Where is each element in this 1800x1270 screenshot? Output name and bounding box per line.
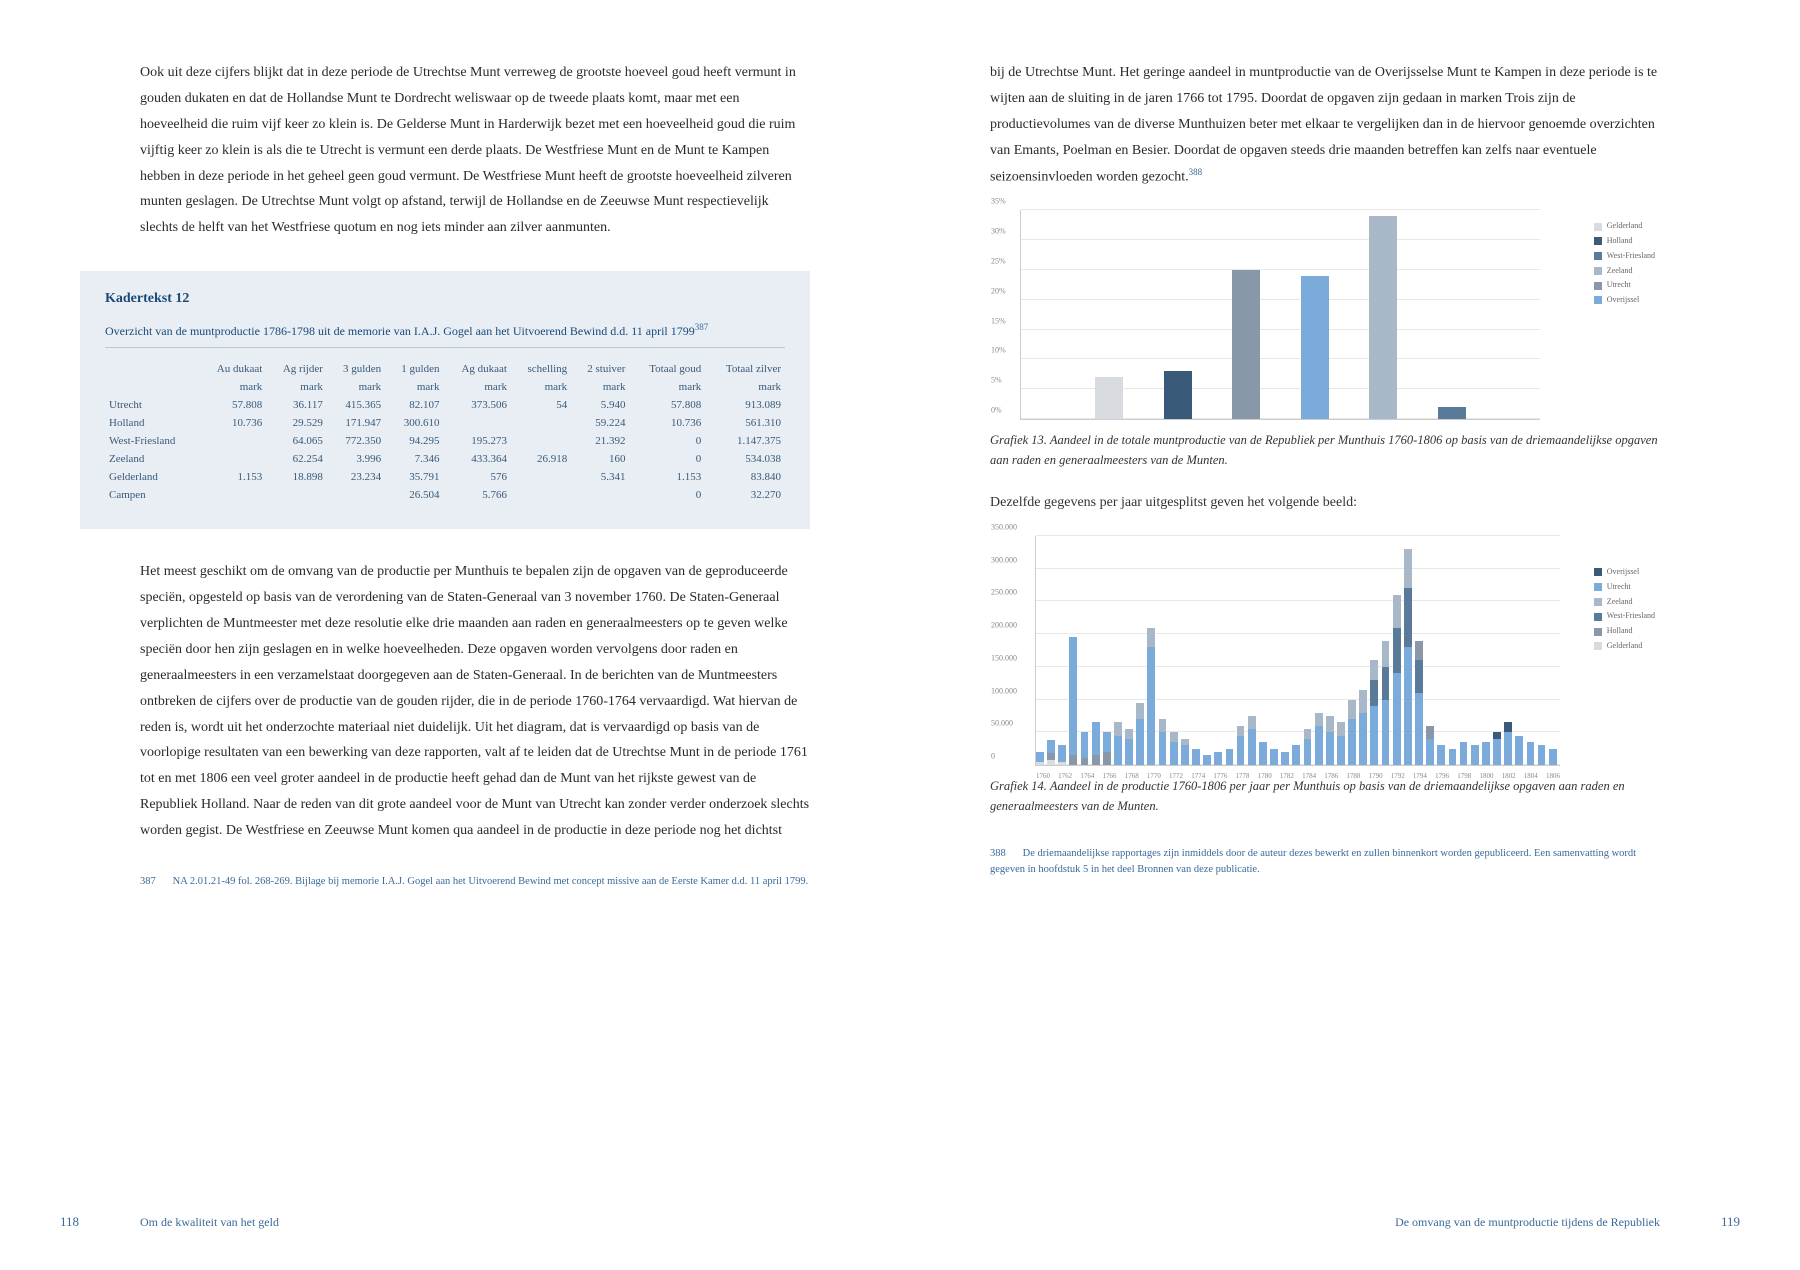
between-text: Dezelfde gegevens per jaar uitgesplitst … xyxy=(990,490,1660,516)
chart-14-xaxis: 1760176217641766176817701772177417761778… xyxy=(1036,772,1560,780)
chart-14-legend: OverijsselUtrechtZeelandWest-FrieslandHo… xyxy=(1594,566,1655,655)
page-footer: De omvang van de muntproductie tijdens d… xyxy=(1395,1215,1660,1230)
kader-title: Kadertekst 12 xyxy=(105,291,785,307)
kader-subtitle: Overzicht van de muntproductie 1786-1798… xyxy=(105,322,785,348)
chart-13-legend: GelderlandHollandWest-FrieslandZeelandUt… xyxy=(1594,220,1655,309)
paragraph-2: Het meest geschikt om de omvang van de p… xyxy=(140,559,810,844)
paragraph-right-1: bij de Utrechtse Munt. Het geringe aande… xyxy=(990,60,1660,190)
page-119: bij de Utrechtse Munt. Het geringe aande… xyxy=(900,0,1800,1270)
page-number: 118 xyxy=(60,1214,79,1230)
kadertekst-12-box: Kadertekst 12 Overzicht van de muntprodu… xyxy=(80,271,810,529)
footnote-387: 387 NA 2.01.21-49 fol. 268-269. Bijlage … xyxy=(140,874,810,890)
paragraph-1: Ook uit deze cijfers blijkt dat in deze … xyxy=(140,60,810,241)
caption-14: Grafiek 14. Aandeel in de productie 1760… xyxy=(990,776,1660,816)
page-number: 119 xyxy=(1721,1214,1740,1230)
chart-14: OverijsselUtrechtZeelandWest-FrieslandHo… xyxy=(990,536,1660,766)
footnote-388: 388 De driemaandelijkse rapportages zijn… xyxy=(990,846,1660,878)
page-footer: Om de kwaliteit van het geld xyxy=(140,1215,279,1230)
caption-13: Grafiek 13. Aandeel in de totale muntpro… xyxy=(990,430,1660,470)
page-118: Ook uit deze cijfers blijkt dat in deze … xyxy=(0,0,900,1270)
production-table: Au dukaatAg rijder3 gulden1 guldenAg duk… xyxy=(105,360,785,504)
chart-13: GelderlandHollandWest-FrieslandZeelandUt… xyxy=(990,210,1660,420)
